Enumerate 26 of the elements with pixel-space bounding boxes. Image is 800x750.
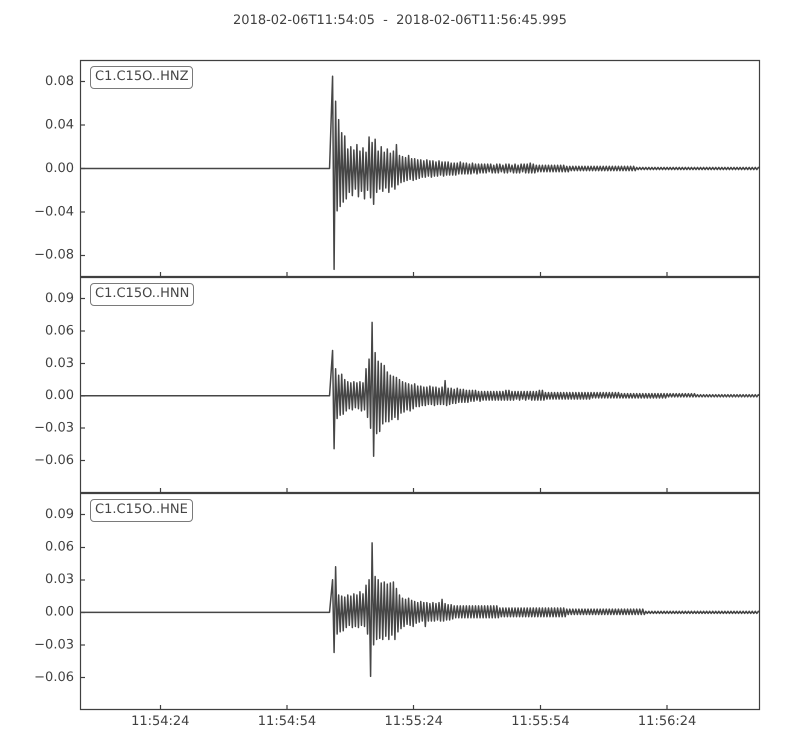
y-tick-label: 0.04 bbox=[45, 117, 74, 132]
y-tick-label: −0.06 bbox=[34, 452, 74, 468]
x-tick-label: 11:54:54 bbox=[258, 714, 316, 730]
y-tick-label: 0.00 bbox=[45, 604, 74, 620]
y-tick-label: 0.06 bbox=[45, 540, 74, 555]
y-tick-label: −0.03 bbox=[34, 420, 74, 436]
y-tick-label: 0.09 bbox=[45, 290, 74, 306]
y-tick-label: 0.08 bbox=[45, 74, 74, 90]
text: C1.C15O..HNE bbox=[90, 499, 193, 522]
y-tick-label: −0.08 bbox=[34, 248, 74, 263]
text: C1.C15O..HNZ bbox=[90, 66, 194, 89]
y-tick-label: −0.03 bbox=[34, 637, 74, 652]
y-tick-label: 0.09 bbox=[45, 507, 74, 522]
y-tick-label: 0.06 bbox=[45, 323, 74, 338]
y-tick-label: −0.06 bbox=[34, 670, 74, 685]
y-tick-label: 0.00 bbox=[45, 388, 74, 404]
x-tick-label: 11:56:24 bbox=[638, 714, 696, 730]
x-tick-label: 11:55:54 bbox=[511, 714, 570, 730]
x-tick-label: 11:55:24 bbox=[384, 714, 443, 730]
x-tick-label: 11:54:24 bbox=[131, 714, 190, 730]
y-tick-label: 0.00 bbox=[45, 160, 74, 176]
y-tick-label: −0.04 bbox=[34, 204, 74, 220]
text: C1.C15O..HNN bbox=[90, 283, 194, 306]
y-tick-label: 0.03 bbox=[45, 356, 74, 371]
chart-title: 2018-02-06T11:54:05 - 2018-02-06T11:56:45.995 bbox=[232, 13, 568, 29]
y-tick-label: 0.03 bbox=[45, 572, 74, 588]
